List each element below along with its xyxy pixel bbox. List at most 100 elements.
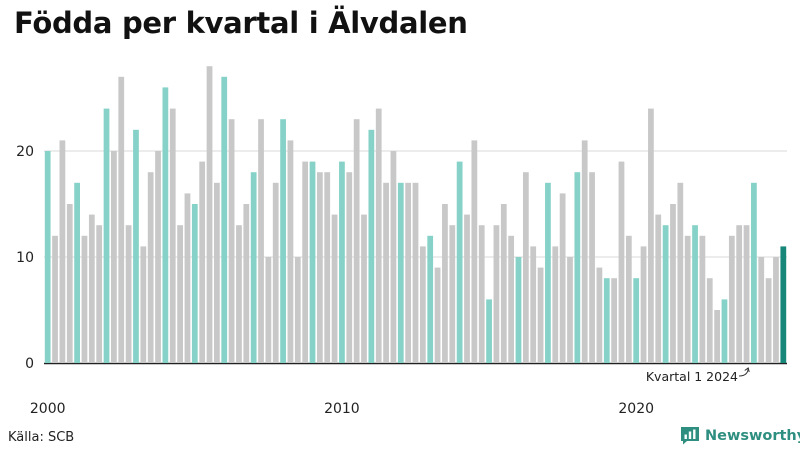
bars (44, 66, 787, 364)
bar (625, 235, 632, 363)
bar (287, 140, 294, 363)
bar (383, 182, 389, 363)
bar (125, 225, 132, 363)
bar (390, 151, 397, 363)
bar (758, 257, 765, 363)
bar (648, 108, 654, 363)
bar (206, 66, 213, 363)
bar (199, 161, 206, 363)
x-tick-label: 2000 (30, 401, 66, 417)
newsworthy-logo-icon (681, 427, 699, 445)
bar (500, 204, 507, 363)
bar (449, 225, 456, 363)
bar (177, 225, 183, 363)
bar (596, 267, 603, 363)
chart-title: Födda per kvartal i Älvdalen (14, 6, 468, 40)
bar (59, 140, 66, 363)
bar (714, 310, 720, 363)
bar (368, 129, 375, 363)
bar (780, 246, 787, 363)
bar (169, 108, 176, 363)
bar (515, 257, 522, 363)
bar (140, 246, 147, 363)
bar (736, 225, 743, 363)
bar (294, 257, 301, 363)
bar (324, 172, 331, 363)
bar (258, 119, 264, 363)
bar (464, 214, 470, 363)
brand[interactable]: Newsworthy (680, 426, 800, 445)
y-axis-ticks: 0 10 20 (16, 144, 34, 372)
bar (765, 278, 772, 363)
bar (331, 214, 338, 363)
bar (699, 235, 706, 363)
brand-name: Newsworthy (705, 427, 800, 444)
annotation-label: Kvartal 1 2024 (646, 369, 738, 384)
bar (728, 235, 735, 363)
bar (442, 204, 448, 363)
bar (375, 108, 382, 363)
y-tick-label: 10 (16, 250, 34, 266)
bar (302, 161, 309, 363)
x-tick-label: 2010 (324, 401, 360, 417)
bar (96, 225, 103, 363)
bar (214, 182, 220, 363)
bar (236, 225, 242, 363)
bar (103, 108, 110, 363)
bar (412, 182, 419, 363)
bar (419, 246, 426, 363)
bar (611, 278, 618, 363)
bar (545, 182, 551, 363)
bar (574, 172, 581, 363)
bar (677, 182, 684, 363)
bar (133, 129, 139, 363)
x-tick-label: 2020 (618, 401, 654, 417)
bar (581, 140, 588, 363)
bar (471, 140, 478, 363)
y-tick-label: 20 (16, 144, 34, 160)
bar (434, 267, 441, 363)
bar (339, 161, 345, 363)
bar (603, 278, 610, 363)
bar (243, 204, 250, 363)
bar (250, 172, 257, 363)
bar (537, 267, 544, 363)
bar (508, 235, 515, 363)
bar (655, 214, 662, 363)
bar (530, 246, 537, 363)
bar (147, 172, 154, 363)
bar (397, 182, 404, 363)
bar (662, 225, 669, 363)
bar (743, 225, 750, 363)
bar (721, 299, 728, 363)
bar (405, 182, 412, 363)
bar (81, 235, 88, 363)
bar (684, 235, 691, 363)
bar (559, 193, 566, 363)
bar (692, 225, 698, 363)
bar (633, 278, 640, 363)
bar (221, 76, 228, 364)
bar (74, 182, 80, 363)
bar (567, 257, 573, 363)
bar (52, 235, 58, 363)
bar (272, 182, 279, 363)
bar (346, 172, 353, 363)
bar (589, 172, 595, 363)
y-tick-label: 0 (25, 356, 34, 372)
bar (88, 214, 95, 363)
source-label: Källa: SCB (8, 430, 75, 445)
bar (111, 151, 117, 363)
bar (228, 119, 235, 363)
bar (427, 235, 434, 363)
bar (486, 299, 492, 363)
bar (184, 193, 191, 363)
bar (265, 257, 272, 363)
bar (456, 161, 463, 363)
bar (361, 214, 367, 363)
bar (478, 225, 485, 363)
bar (118, 76, 125, 364)
bar (353, 119, 360, 363)
bar (155, 151, 161, 363)
